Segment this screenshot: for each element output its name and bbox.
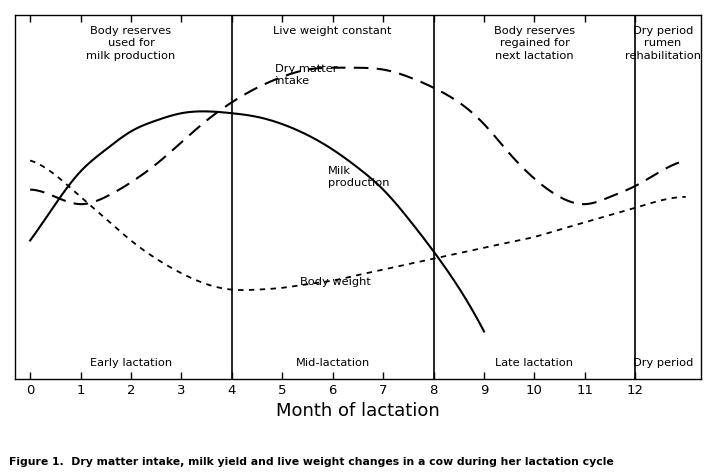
Text: Early lactation: Early lactation bbox=[90, 358, 172, 368]
Text: Figure 1.  Dry matter intake, milk yield and live weight changes in a cow during: Figure 1. Dry matter intake, milk yield … bbox=[9, 457, 614, 467]
Text: Body reserves
regained for
next lactation: Body reserves regained for next lactatio… bbox=[494, 26, 575, 61]
Text: Mid-lactation: Mid-lactation bbox=[296, 358, 370, 368]
X-axis label: Month of lactation: Month of lactation bbox=[276, 402, 440, 420]
Text: Dry matter
intake: Dry matter intake bbox=[275, 64, 337, 86]
Text: Live weight constant: Live weight constant bbox=[273, 26, 392, 36]
Text: Milk
production: Milk production bbox=[328, 166, 389, 188]
Text: Late lactation: Late lactation bbox=[495, 358, 573, 368]
Text: Dry period: Dry period bbox=[633, 358, 693, 368]
Text: Dry period
rumen
rehabilitation: Dry period rumen rehabilitation bbox=[625, 26, 701, 61]
Text: Body reserves
used for
milk production: Body reserves used for milk production bbox=[86, 26, 176, 61]
Text: Body weight: Body weight bbox=[300, 277, 371, 288]
